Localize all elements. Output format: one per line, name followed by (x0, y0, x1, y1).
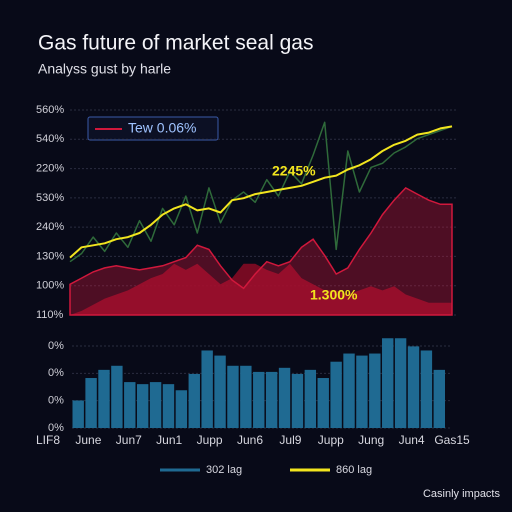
bar (356, 355, 368, 428)
bar (201, 350, 213, 428)
bar (420, 350, 433, 428)
bar (98, 369, 110, 428)
line (69, 125, 453, 259)
bar (291, 373, 304, 428)
chart-subtitle: Analyss gust by harle (38, 61, 171, 77)
x-tick-label: Jun7 (116, 433, 142, 447)
bar (369, 353, 381, 428)
y-tick-label: 560% (36, 104, 64, 116)
x-tick-label: Jung (358, 433, 384, 447)
x-tick-label: Jul9 (279, 433, 301, 447)
y-tick-label: 0% (48, 340, 64, 352)
y-tick-label: 240% (36, 221, 64, 233)
bar (433, 369, 445, 428)
bar (111, 365, 123, 428)
y-tick-label: 0% (48, 395, 64, 407)
bar (162, 384, 175, 428)
x-tick-label: LIF8 (36, 433, 60, 447)
x-tick-label: Jun1 (156, 433, 182, 447)
footer: Casinly impacts (423, 488, 501, 500)
bar (240, 365, 252, 428)
y-tick-label: 0% (48, 367, 64, 379)
bar (265, 371, 278, 428)
bar (330, 361, 342, 428)
legend-box (87, 116, 219, 141)
bar (278, 367, 291, 428)
bar (382, 338, 394, 428)
y-tick-label: 530% (36, 192, 64, 204)
bar (85, 378, 97, 428)
x-tick-label: June (75, 433, 101, 447)
bar (124, 382, 136, 428)
bar (227, 365, 239, 428)
x-tick-label: Jupp (318, 433, 344, 447)
y-tick-label: 540% (36, 133, 64, 145)
bar (394, 338, 407, 428)
legend-label: 860 lag (336, 464, 372, 476)
bar (136, 384, 149, 428)
area (69, 186, 453, 316)
y-tick-label: 0% (48, 422, 64, 434)
y-tick-label: 100% (36, 280, 64, 292)
legend-label: Tew 0.06% (128, 120, 196, 136)
y-tick-label: 110% (36, 309, 64, 321)
bar (317, 378, 329, 428)
bar (253, 371, 265, 428)
bar (149, 382, 162, 428)
bar (175, 390, 188, 428)
area (70, 263, 452, 315)
annotation: 1.300% (310, 287, 358, 303)
legend-label: 302 lag (206, 464, 242, 476)
x-tick-label: Gas15 (434, 433, 470, 447)
bar (72, 400, 84, 428)
x-tick-label: Jun4 (399, 433, 425, 447)
x-tick-label: Jupp (197, 433, 223, 447)
annotation: 2245% (272, 163, 316, 179)
chart-title: Gas future of market seal gas (38, 32, 313, 55)
bar (188, 373, 200, 428)
bar (214, 355, 226, 428)
bar (343, 353, 355, 428)
x-tick-label: Jun6 (237, 433, 263, 447)
bar (304, 369, 317, 428)
y-tick-label: 220% (36, 162, 64, 174)
y-tick-label: 130% (36, 250, 64, 262)
bar (407, 346, 420, 428)
